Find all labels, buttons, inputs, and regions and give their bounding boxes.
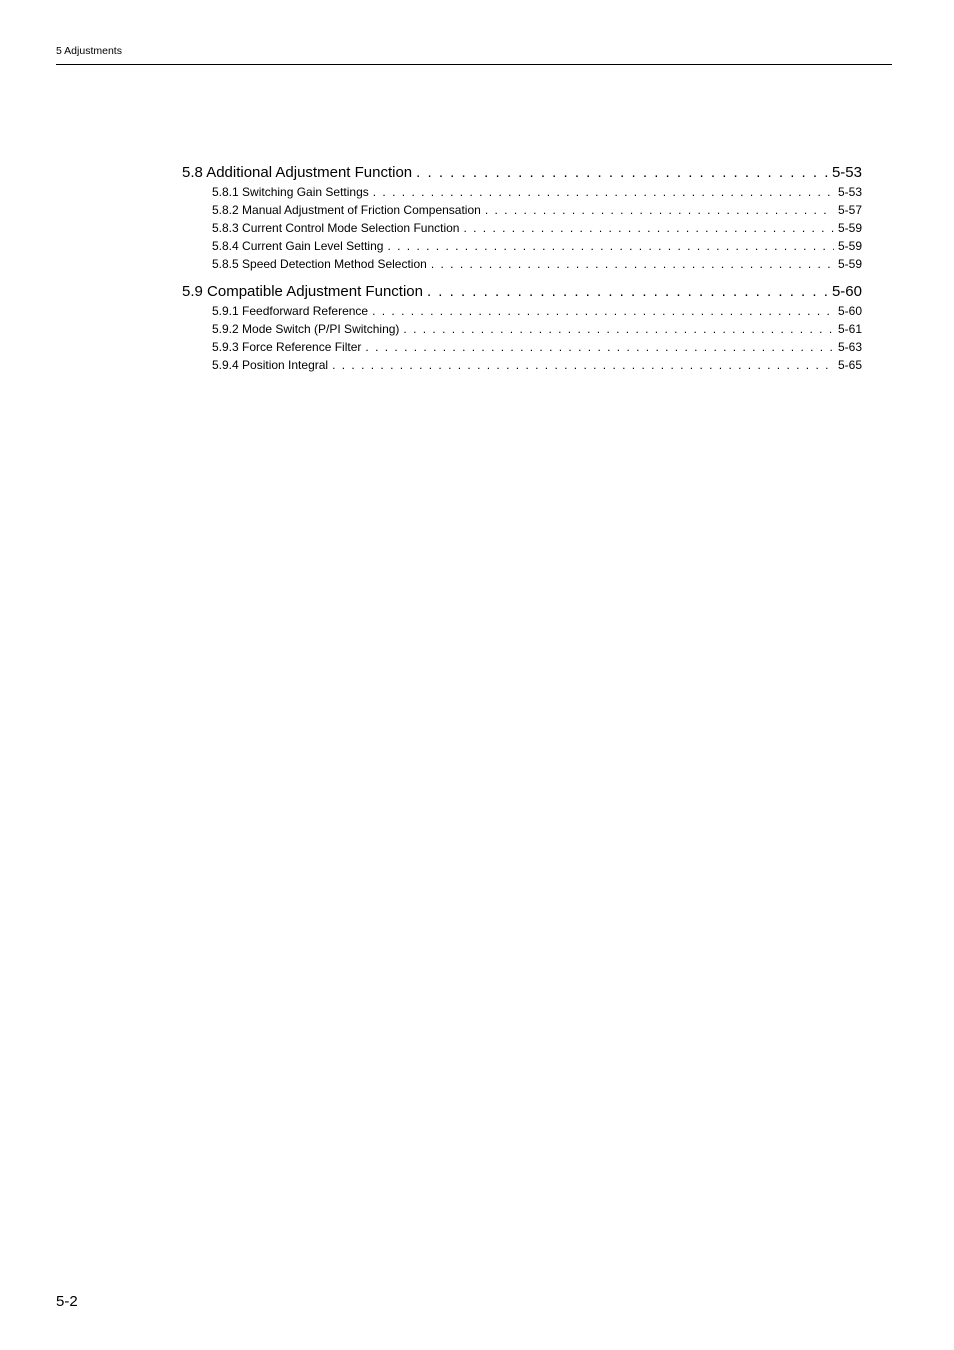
toc-sub: 5.8.3 Current Control Mode Selection Fun… (182, 221, 862, 235)
header-rule (56, 64, 892, 65)
toc-leaders: . . . . . . . . . . . . . . . . . . . . … (416, 164, 828, 181)
toc-sub-label: 5.8.3 Current Control Mode Selection Fun… (212, 221, 463, 235)
toc-sub-label: 5.8.5 Speed Detection Method Selection (212, 257, 431, 271)
toc-leaders: . . . . . . . . . . . . . . . . . . . . … (463, 221, 834, 235)
header-chapter: 5 Adjustments (56, 45, 122, 57)
toc-sub: 5.8.1 Switching Gain Settings . . . . . … (182, 185, 862, 199)
toc-leaders: . . . . . . . . . . . . . . . . . . . . … (387, 239, 834, 253)
toc-section: 5.9 Compatible Adjustment Function . . .… (182, 283, 862, 300)
toc-leaders: . . . . . . . . . . . . . . . . . . . . … (372, 304, 834, 318)
toc-section-label: 5.9 Compatible Adjustment Function (182, 283, 427, 300)
toc-sub-page: 5-59 (834, 239, 862, 253)
toc-sub-label: 5.9.1 Feedforward Reference (212, 304, 372, 318)
page-number: 5-2 (56, 1293, 78, 1310)
toc-sub-page: 5-59 (834, 257, 862, 271)
toc-leaders: . . . . . . . . . . . . . . . . . . . . … (332, 358, 834, 372)
toc-sub-label: 5.8.4 Current Gain Level Setting (212, 239, 387, 253)
toc-sub-label: 5.9.3 Force Reference Filter (212, 340, 365, 354)
toc-sub: 5.8.4 Current Gain Level Setting . . . .… (182, 239, 862, 253)
toc-leaders: . . . . . . . . . . . . . . . . . . . . … (485, 203, 834, 217)
toc-sub: 5.8.2 Manual Adjustment of Friction Comp… (182, 203, 862, 217)
toc-leaders: . . . . . . . . . . . . . . . . . . . . … (373, 185, 834, 199)
toc-sub-page: 5-59 (834, 221, 862, 235)
toc-section-page: 5-53 (828, 164, 862, 181)
toc-sub-label: 5.9.2 Mode Switch (P/PI Switching) (212, 322, 403, 336)
toc-leaders: . . . . . . . . . . . . . . . . . . . . … (403, 322, 834, 336)
toc: 5.8 Additional Adjustment Function . . .… (182, 164, 862, 376)
toc-sub: 5.9.2 Mode Switch (P/PI Switching) . . .… (182, 322, 862, 336)
toc-sub-page: 5-61 (834, 322, 862, 336)
toc-sub-label: 5.8.2 Manual Adjustment of Friction Comp… (212, 203, 485, 217)
toc-sub-page: 5-65 (834, 358, 862, 372)
toc-sub: 5.8.5 Speed Detection Method Selection .… (182, 257, 862, 271)
toc-leaders: . . . . . . . . . . . . . . . . . . . . … (427, 283, 828, 300)
toc-leaders: . . . . . . . . . . . . . . . . . . . . … (431, 257, 834, 271)
toc-sub: 5.9.4 Position Integral . . . . . . . . … (182, 358, 862, 372)
toc-section-page: 5-60 (828, 283, 862, 300)
toc-sub-page: 5-60 (834, 304, 862, 318)
toc-sub-label: 5.8.1 Switching Gain Settings (212, 185, 373, 199)
toc-sub: 5.9.3 Force Reference Filter . . . . . .… (182, 340, 862, 354)
toc-section-label: 5.8 Additional Adjustment Function (182, 164, 416, 181)
toc-sub-label: 5.9.4 Position Integral (212, 358, 332, 372)
toc-leaders: . . . . . . . . . . . . . . . . . . . . … (365, 340, 834, 354)
toc-sub-page: 5-63 (834, 340, 862, 354)
toc-sub-page: 5-57 (834, 203, 862, 217)
toc-sub-page: 5-53 (834, 185, 862, 199)
toc-section: 5.8 Additional Adjustment Function . . .… (182, 164, 862, 181)
toc-sub: 5.9.1 Feedforward Reference . . . . . . … (182, 304, 862, 318)
